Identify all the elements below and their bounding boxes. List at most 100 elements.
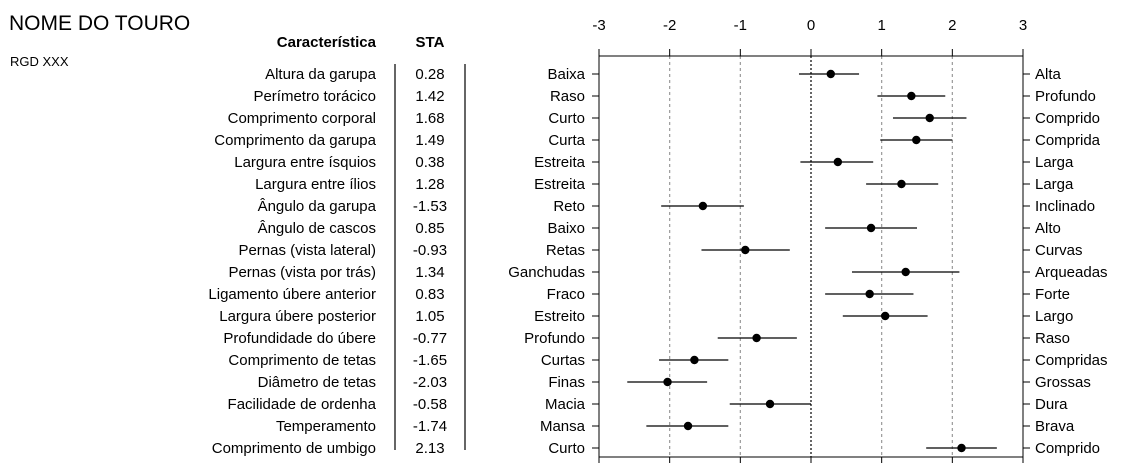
trait-rows: Altura da garupa 0.28 Baixa Alta Perímetro t…: [208, 66, 1107, 457]
chart-title: NOME DO TOURO: [9, 12, 190, 35]
x-tick-label: 3: [1019, 17, 1027, 34]
low-extreme-label: Raso: [550, 88, 585, 105]
high-extreme-label: Inclinado: [1035, 198, 1095, 215]
sta-value: -0.93: [413, 242, 447, 259]
trait-label: Pernas (vista lateral): [238, 242, 376, 259]
trait-column-header: Característica: [277, 34, 377, 51]
sta-value: 0.83: [415, 286, 444, 303]
sta-point: [865, 289, 874, 299]
high-extreme-label: Comprido: [1035, 440, 1100, 457]
trait-label: Comprimento corporal: [228, 110, 376, 127]
sta-point: [907, 91, 916, 101]
high-extreme-label: Comprido: [1035, 110, 1100, 127]
low-extreme-label: Curto: [548, 110, 585, 127]
sta-point: [866, 223, 876, 233]
x-axis: -3 -2 -1 0 1 2 3: [592, 17, 1027, 463]
sta-point: [683, 421, 693, 431]
sta-point: [957, 443, 966, 453]
sta-point: [925, 113, 934, 123]
x-tick-label: 0: [807, 17, 815, 34]
sta-value: 0.85: [415, 220, 444, 237]
low-extreme-label: Curtas: [541, 352, 585, 369]
x-tick-label: 2: [948, 17, 956, 34]
sta-point: [698, 201, 708, 211]
high-extreme-label: Brava: [1035, 418, 1075, 435]
low-extreme-label: Ganchudas: [508, 264, 585, 281]
low-extreme-label: Estreita: [534, 176, 586, 193]
sta-value: 1.49: [415, 132, 444, 149]
sta-value: -1.53: [413, 198, 447, 215]
trait-label: Comprimento de tetas: [228, 352, 376, 369]
low-extreme-label: Estreito: [534, 308, 585, 325]
high-extreme-label: Dura: [1035, 396, 1068, 413]
trait-label: Diâmetro de tetas: [258, 374, 376, 391]
low-extreme-label: Baixo: [547, 220, 585, 237]
sta-value: 1.05: [415, 308, 444, 325]
high-extreme-label: Arqueadas: [1035, 264, 1108, 281]
high-extreme-label: Profundo: [1035, 88, 1096, 105]
sta-value: 1.34: [415, 264, 444, 281]
sta-point: [901, 267, 910, 277]
sta-value: 0.28: [415, 66, 444, 83]
x-tick-label: -2: [663, 17, 676, 34]
low-extreme-label: Profundo: [524, 330, 585, 347]
sta-point: [897, 179, 906, 189]
trait-label: Comprimento de umbigo: [212, 440, 376, 457]
low-extreme-label: Retas: [546, 242, 585, 259]
high-extreme-label: Largo: [1035, 308, 1073, 325]
trait-label: Temperamento: [276, 418, 376, 435]
low-extreme-label: Macia: [545, 396, 586, 413]
trait-label: Profundidade do úbere: [223, 330, 376, 347]
low-extreme-label: Baixa: [547, 66, 585, 83]
sta-value: -0.58: [413, 396, 447, 413]
x-tick-label: -3: [592, 17, 605, 34]
sta-point: [765, 399, 775, 409]
grid-lines: [669, 56, 953, 457]
sta-value: 2.13: [415, 440, 444, 457]
trait-label: Ângulo de cascos: [258, 220, 376, 237]
sta-point: [690, 355, 699, 365]
low-extreme-label: Curta: [548, 132, 585, 149]
x-tick-label: -1: [734, 17, 747, 34]
high-extreme-label: Larga: [1035, 154, 1074, 171]
sta-point: [826, 69, 835, 79]
high-extreme-label: Grossas: [1035, 374, 1091, 391]
high-extreme-label: Raso: [1035, 330, 1070, 347]
sta-value: -1.65: [413, 352, 447, 369]
sta-value: -0.77: [413, 330, 447, 347]
trait-label: Perímetro torácico: [253, 88, 376, 105]
trait-label: Comprimento da garupa: [214, 132, 376, 149]
trait-label: Facilidade de ordenha: [228, 396, 377, 413]
low-extreme-label: Fraco: [547, 286, 585, 303]
high-extreme-label: Curvas: [1035, 242, 1083, 259]
high-extreme-label: Forte: [1035, 286, 1070, 303]
sta-point: [741, 245, 750, 255]
sta-value: 1.42: [415, 88, 444, 105]
sta-value: 1.68: [415, 110, 444, 127]
trait-label: Altura da garupa: [265, 66, 377, 83]
low-extreme-label: Curto: [548, 440, 585, 457]
low-extreme-label: Estreita: [534, 154, 586, 171]
trait-label: Pernas (vista por trás): [228, 264, 376, 281]
high-extreme-label: Alta: [1035, 66, 1062, 83]
x-tick-label: 1: [877, 17, 885, 34]
sta-point: [663, 377, 672, 387]
sta-point: [752, 333, 761, 343]
sta-value: 1.28: [415, 176, 444, 193]
high-extreme-label: Comprida: [1035, 132, 1101, 149]
low-extreme-label: Reto: [553, 198, 585, 215]
high-extreme-label: Larga: [1035, 176, 1074, 193]
high-extreme-label: Compridas: [1035, 352, 1108, 369]
sta-point: [881, 311, 890, 321]
sta-value: -2.03: [413, 374, 447, 391]
low-extreme-label: Finas: [548, 374, 585, 391]
trait-label: Largura entre ílios: [255, 176, 376, 193]
sta-point: [833, 157, 843, 167]
trait-label: Largura úbere posterior: [219, 308, 376, 325]
sta-column-header: STA: [416, 34, 445, 51]
low-extreme-label: Mansa: [540, 418, 586, 435]
high-extreme-label: Alto: [1035, 220, 1061, 237]
sta-value: 0.38: [415, 154, 444, 171]
sta-point: [912, 135, 921, 145]
